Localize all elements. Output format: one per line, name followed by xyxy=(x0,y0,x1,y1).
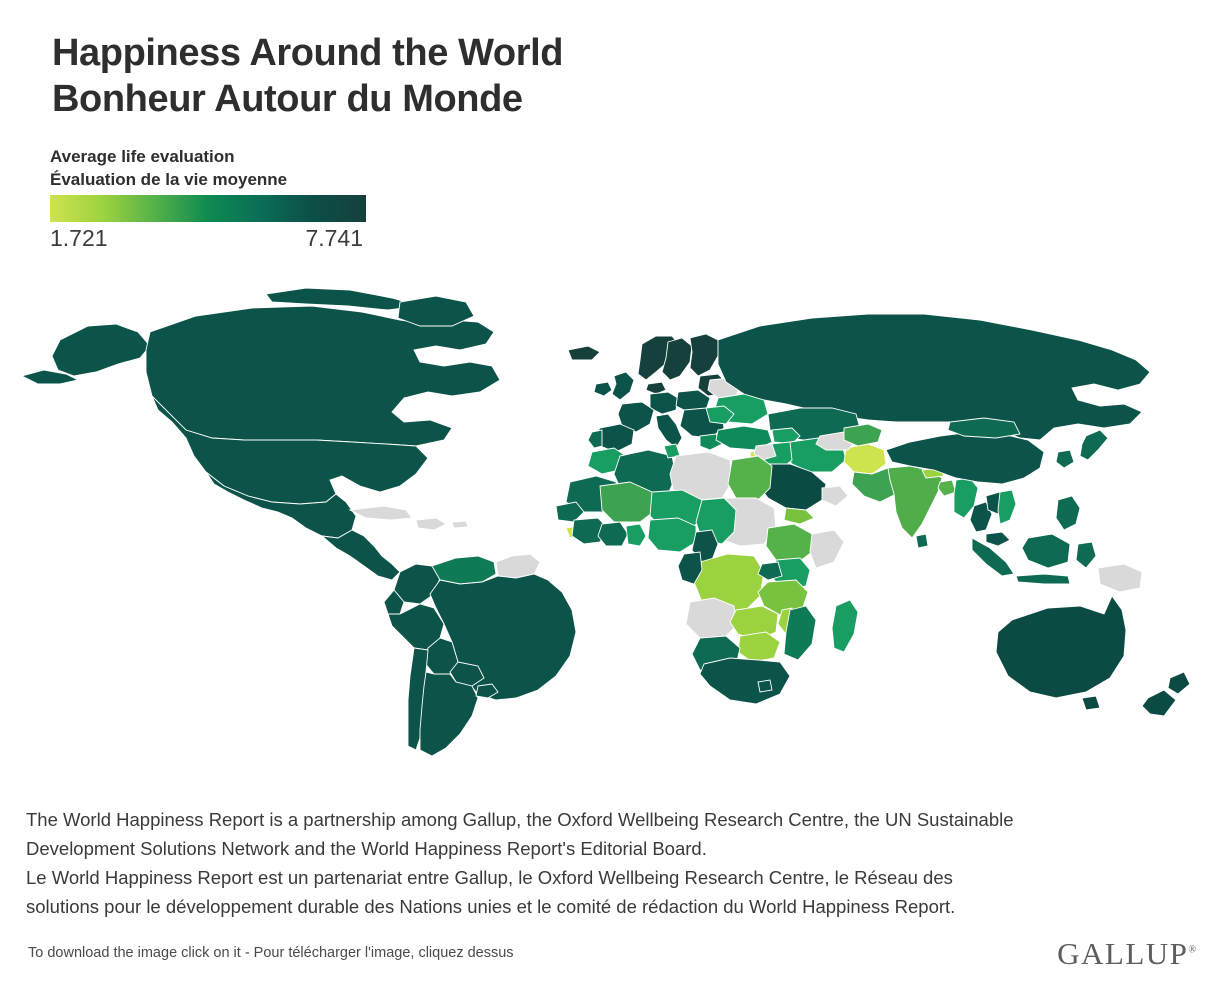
region-malaysia[interactable] xyxy=(986,532,1010,546)
region-italy[interactable] xyxy=(656,414,682,448)
region-afghanistan[interactable] xyxy=(844,444,886,474)
region-nigeria[interactable] xyxy=(648,518,696,552)
region-canada[interactable] xyxy=(146,306,500,446)
region-sumatra[interactable] xyxy=(972,538,1014,576)
legend-min-value: 1.721 xyxy=(50,225,108,251)
region-cuba-nodata[interactable] xyxy=(350,506,412,520)
region-hispaniola-nodata[interactable] xyxy=(416,518,446,530)
region-java[interactable] xyxy=(1016,574,1070,584)
region-gabon-congo[interactable] xyxy=(678,552,702,584)
region-argentina[interactable] xyxy=(420,672,478,756)
region-senegal[interactable] xyxy=(556,502,584,522)
region-sweden[interactable] xyxy=(662,338,692,380)
region-bangladesh[interactable] xyxy=(938,480,956,496)
registered-trademark-icon: ® xyxy=(1188,944,1196,956)
region-uganda[interactable] xyxy=(758,562,782,580)
region-chile[interactable] xyxy=(408,648,428,750)
region-central-america[interactable] xyxy=(322,530,400,580)
region-iceland[interactable] xyxy=(568,346,600,360)
region-new-zealand-south[interactable] xyxy=(1142,690,1176,716)
region-australia[interactable] xyxy=(996,596,1126,698)
region-china[interactable] xyxy=(886,432,1044,484)
region-oman-nodata[interactable] xyxy=(822,486,848,506)
region-venezuela[interactable] xyxy=(432,556,496,584)
region-alaska[interactable] xyxy=(52,324,150,376)
region-denmark[interactable] xyxy=(646,382,666,394)
world-choropleth-map[interactable] xyxy=(0,280,1220,790)
region-korea[interactable] xyxy=(1056,450,1074,468)
footer-line-fr-2: solutions pour le développement durable … xyxy=(26,896,956,917)
footer-line-en-2: Development Solutions Network and the Wo… xyxy=(26,838,707,859)
legend-max-value: 7.741 xyxy=(305,225,363,251)
region-mozambique[interactable] xyxy=(784,606,816,660)
region-philippines[interactable] xyxy=(1056,496,1080,530)
region-thailand[interactable] xyxy=(970,502,992,532)
region-romania-moldova[interactable] xyxy=(706,406,734,424)
region-aleutians[interactable] xyxy=(22,370,78,384)
legend-gradient-svg xyxy=(50,195,366,222)
region-baffin-island[interactable] xyxy=(398,296,474,326)
region-zimbabwe[interactable] xyxy=(738,632,780,662)
region-sulawesi[interactable] xyxy=(1076,542,1096,568)
region-japan[interactable] xyxy=(1080,430,1108,460)
region-ethiopia[interactable] xyxy=(766,524,812,564)
region-yemen[interactable] xyxy=(784,508,814,524)
region-uzbekistan[interactable] xyxy=(844,424,882,446)
download-hint-text: To download the image click on it - Pour… xyxy=(28,945,514,961)
region-papua-new-guinea-nodata[interactable] xyxy=(1098,564,1142,592)
map-countries xyxy=(22,288,1190,756)
region-lesotho[interactable] xyxy=(758,680,772,692)
footer-line-fr-1: Le World Happiness Report est un partena… xyxy=(26,867,953,888)
region-syria-nodata[interactable] xyxy=(754,444,776,460)
region-puerto-rico-nodata[interactable] xyxy=(452,521,468,528)
legend-label-fr: Évaluation de la vie moyenne xyxy=(50,170,288,189)
region-ireland[interactable] xyxy=(594,382,612,396)
gallup-logo: GALLUP® xyxy=(1057,936,1196,972)
region-ivory-coast[interactable] xyxy=(598,522,628,546)
region-uruguay[interactable] xyxy=(476,684,498,698)
world-map-svg[interactable] xyxy=(0,280,1220,790)
region-mali[interactable] xyxy=(600,482,656,522)
region-new-zealand-north[interactable] xyxy=(1168,672,1190,694)
region-mongolia[interactable] xyxy=(948,418,1020,438)
page-title-en: Happiness Around the World xyxy=(52,32,564,74)
region-somalia-nodata[interactable] xyxy=(810,530,844,568)
legend: Average life evaluation Évaluation de la… xyxy=(50,145,470,253)
region-egypt[interactable] xyxy=(728,456,772,500)
region-finland[interactable] xyxy=(690,334,718,376)
region-vietnam[interactable] xyxy=(998,490,1016,524)
page-title-fr: Bonheur Autour du Monde xyxy=(52,78,523,120)
region-sri-lanka[interactable] xyxy=(916,534,928,548)
legend-ticks: 1.721 7.741 xyxy=(50,223,366,253)
region-angola-nodata[interactable] xyxy=(686,598,736,640)
region-portugal[interactable] xyxy=(588,430,602,448)
region-madagascar[interactable] xyxy=(832,600,858,652)
footer-line-en-1: The World Happiness Report is a partners… xyxy=(26,809,1014,830)
footer-text-block: The World Happiness Report is a partners… xyxy=(26,805,1196,921)
region-south-africa[interactable] xyxy=(700,658,790,704)
region-ghana[interactable] xyxy=(626,524,646,546)
region-borneo[interactable] xyxy=(1022,534,1070,568)
region-caucasus[interactable] xyxy=(772,428,800,444)
page-header: Happiness Around the World Bonheur Autou… xyxy=(52,30,1152,122)
gallup-wordmark: GALLUP xyxy=(1057,936,1189,971)
legend-label-en: Average life evaluation xyxy=(50,147,235,166)
legend-color-gradient-bar xyxy=(50,195,366,222)
region-france[interactable] xyxy=(618,402,654,432)
region-united-states[interactable] xyxy=(152,396,428,504)
region-united-kingdom[interactable] xyxy=(612,372,634,400)
region-tasmania[interactable] xyxy=(1082,696,1100,710)
